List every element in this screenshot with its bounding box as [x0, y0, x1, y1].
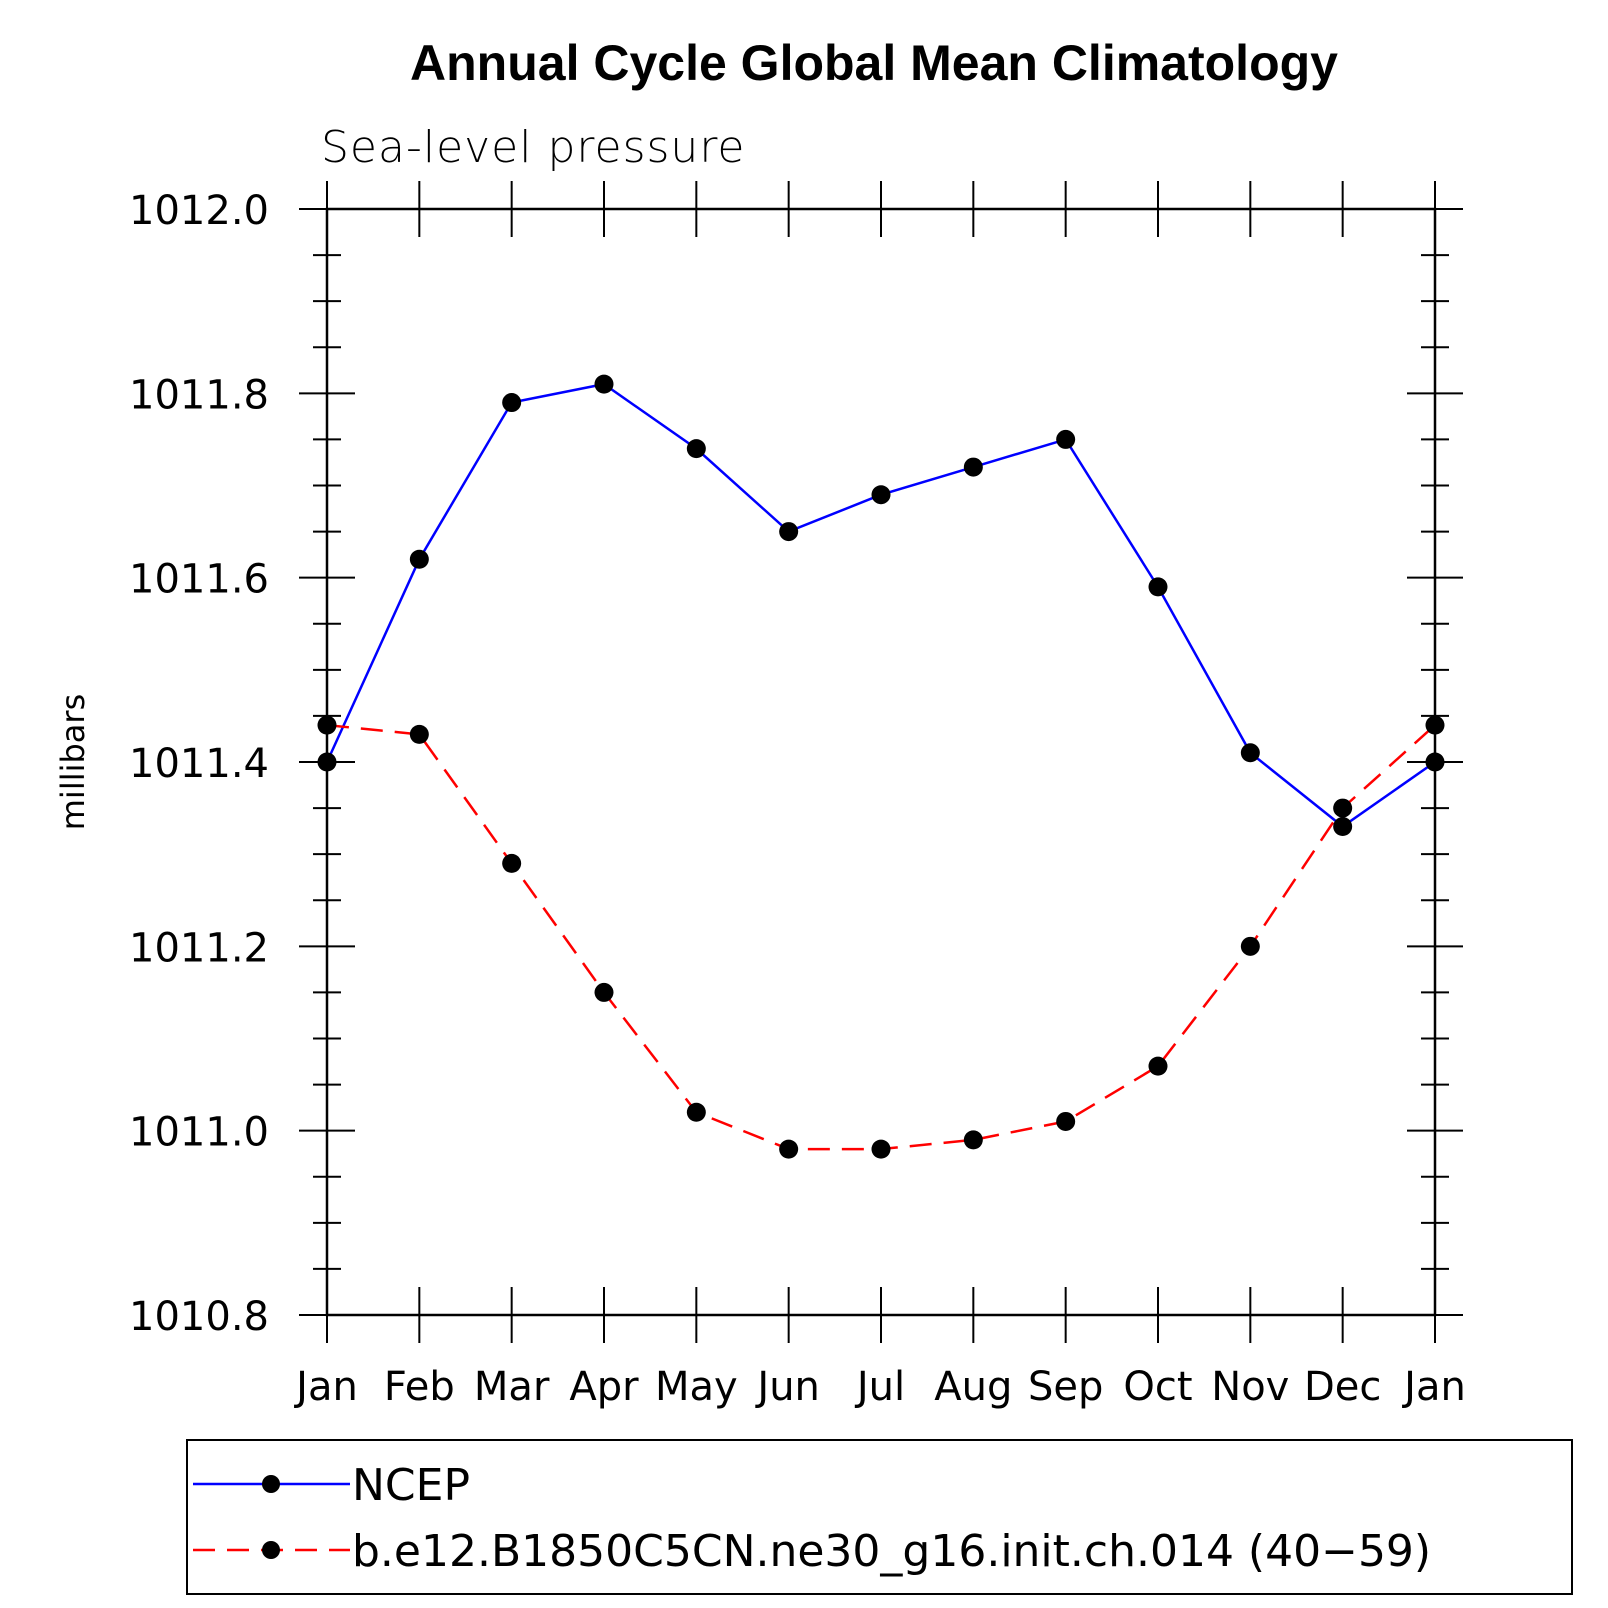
- legend-marker-model: [262, 1541, 280, 1559]
- x-tick-label: Nov: [1211, 1364, 1289, 1410]
- series-0-point: [1425, 752, 1445, 772]
- legend-entry-model: b.e12.B1850C5CN.ne30_g16.init.ch.014 (40…: [193, 1526, 1431, 1577]
- y-tick-label: 1011.0: [129, 1110, 269, 1156]
- series-1-point: [409, 724, 429, 744]
- x-tick-label: Mar: [474, 1364, 550, 1410]
- series-0-point: [502, 393, 522, 413]
- y-tick-label: 1012.0: [129, 188, 269, 234]
- x-tick-label: Sep: [1028, 1364, 1103, 1410]
- x-tick-label: Dec: [1304, 1364, 1381, 1410]
- y-tick-label: 1010.8: [129, 1294, 269, 1340]
- series-0-point: [1240, 743, 1260, 763]
- series-0-point: [317, 752, 337, 772]
- series-0-point: [1333, 817, 1353, 837]
- series-0-point: [779, 522, 799, 542]
- series-1-point: [1148, 1056, 1168, 1076]
- x-tick-label: May: [655, 1364, 738, 1410]
- legend-entry-ncep: NCEP: [193, 1460, 470, 1511]
- y-tick-label: 1011.8: [129, 372, 269, 418]
- series-1-point: [963, 1130, 983, 1150]
- series-0-point: [1056, 429, 1076, 449]
- series-1-point: [1333, 798, 1353, 818]
- series-layer: [317, 374, 1445, 1159]
- series-1-point: [594, 982, 614, 1002]
- x-tick-label: Jan: [1401, 1364, 1466, 1410]
- series-1-point: [502, 853, 522, 873]
- x-tick-label: Jan: [293, 1364, 358, 1410]
- series-1-point: [1240, 936, 1260, 956]
- x-tick-label: Oct: [1123, 1364, 1192, 1410]
- series-0-point: [409, 549, 429, 569]
- y-tick-label: 1011.4: [129, 741, 269, 787]
- x-tick-label: Jun: [754, 1364, 820, 1410]
- series-0-point: [686, 439, 706, 459]
- chart-subtitle: Sea-level pressure: [321, 122, 746, 173]
- legend-label-model: b.e12.B1850C5CN.ne30_g16.init.ch.014 (40…: [352, 1526, 1431, 1577]
- plot-axes: 1010.8 1011.0 1011.2 1011.4 1011.6 1011.8 1012…: [129, 181, 1466, 1410]
- series-0-point: [871, 485, 891, 505]
- series-1-point: [1056, 1111, 1076, 1131]
- y-tick-label: 1011.2: [129, 925, 269, 971]
- x-tick-label: Apr: [569, 1364, 639, 1410]
- x-tick-label: Aug: [934, 1364, 1012, 1410]
- series-0-point: [1148, 577, 1168, 597]
- series-0-point: [594, 374, 614, 394]
- y-tick-label: 1011.6: [129, 557, 269, 603]
- series-1-point: [686, 1102, 706, 1122]
- series-1-point: [779, 1139, 799, 1159]
- series-0-point: [963, 457, 983, 477]
- y-axis-label: millibars: [54, 694, 92, 830]
- x-tick-label: Feb: [384, 1364, 455, 1410]
- series-1-point: [1425, 715, 1445, 735]
- legend-label-ncep: NCEP: [352, 1460, 470, 1511]
- series-1-point: [871, 1139, 891, 1159]
- series-1-point: [317, 715, 337, 735]
- legend: NCEP b.e12.B1850C5CN.ne30_g16.init.ch.01…: [186, 1439, 1573, 1595]
- x-tick-label: Jul: [854, 1364, 905, 1410]
- series-line-0: [325, 382, 1436, 829]
- series-line-1: [326, 723, 1436, 1151]
- legend-box: [186, 1439, 1573, 1595]
- chart-title: Annual Cycle Global Mean Climatology: [410, 35, 1338, 91]
- legend-marker-ncep: [262, 1475, 280, 1493]
